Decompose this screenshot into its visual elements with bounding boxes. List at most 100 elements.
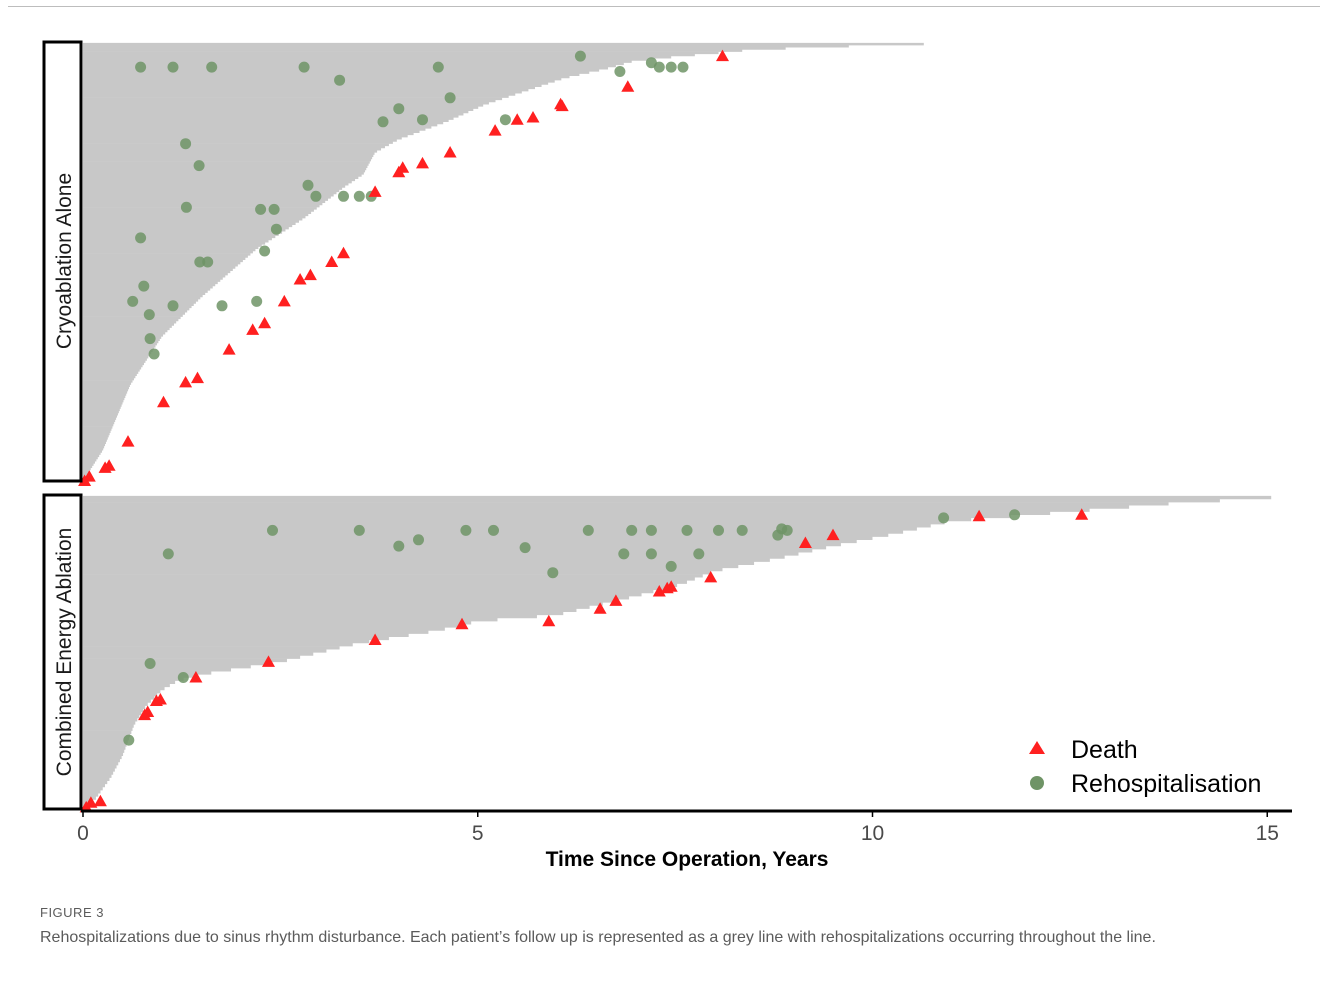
rehospitalisation-point <box>268 203 280 215</box>
death-point <box>222 343 236 355</box>
rehospitalisation-point <box>123 734 135 746</box>
rehospitalisation-point <box>167 300 179 312</box>
rehospitalisation-point <box>162 548 174 560</box>
rehospitalisation-point <box>334 74 346 86</box>
panel-0 <box>78 42 924 486</box>
rehospitalisation-point <box>377 116 389 128</box>
legend-death-marker <box>1029 741 1045 754</box>
death-point <box>716 49 729 62</box>
rehospitalisation-point <box>393 103 405 115</box>
rehospitalisation-point <box>202 256 214 268</box>
rehospitalisation-point <box>499 114 511 126</box>
rehospitalisation-point <box>298 61 310 73</box>
death-point <box>337 246 350 259</box>
rehospitalisation-point <box>614 66 626 77</box>
rehospitalisation-point <box>338 190 349 202</box>
strip-combined-label: Combined Energy Ablation <box>53 528 76 777</box>
death-point <box>1075 508 1089 520</box>
rehospitalisation-point <box>653 61 665 73</box>
rehospitalisation-point <box>488 524 499 536</box>
death-point <box>621 80 635 92</box>
rehospitalisation-point <box>681 524 693 536</box>
x-axis-ticks: 0 5 10 15 <box>77 811 1279 845</box>
rehospitalisation-point <box>167 61 179 73</box>
death-point <box>652 585 666 597</box>
death-point <box>555 99 569 112</box>
rehospitalisation-point <box>582 524 594 536</box>
death-point <box>488 124 502 136</box>
rehospitalisation-point <box>353 190 365 202</box>
rehospitalisation-point <box>216 300 228 312</box>
rehospitalisation-point <box>144 333 156 345</box>
death-point <box>664 580 678 592</box>
death-point <box>191 371 204 384</box>
death-point <box>704 570 718 583</box>
rehospitalisation-point <box>693 548 705 560</box>
rehospitalisation-point <box>177 672 189 683</box>
strip-combined: Combined Energy Ablation <box>42 493 83 811</box>
rehospitalisation-point <box>267 524 278 536</box>
x-tick-label: 10 <box>861 822 884 845</box>
death-point <box>455 617 469 630</box>
rehospitalisation-point <box>665 560 677 572</box>
rehospitalisation-points-0 <box>127 50 689 360</box>
death-points-0 <box>78 49 729 486</box>
rehospitalisation-point <box>193 160 205 172</box>
death-point <box>972 509 986 522</box>
rehospitalisation-point <box>677 61 689 73</box>
x-axis: 0 5 10 15 Time Since Operation, Years <box>77 809 1292 871</box>
rehospitalisation-point <box>938 512 950 524</box>
rehospitalisation-point <box>302 179 314 191</box>
death-point <box>396 161 410 173</box>
x-axis-title: Time Since Operation, Years <box>546 848 829 871</box>
rehospitalisation-point <box>148 348 160 360</box>
survival-rehospitalisation-chart: Cryoablation Alone Combined Energy Ablat… <box>42 40 1292 871</box>
rehospitalisation-point <box>665 61 677 73</box>
rehospitalisation-point <box>143 309 155 321</box>
death-point <box>93 794 107 807</box>
death-point <box>826 528 840 541</box>
death-point <box>121 435 135 447</box>
death-point <box>526 111 540 123</box>
legend-death-label: Death <box>1071 736 1138 764</box>
panel-1 <box>79 495 1272 813</box>
x-tick-label: 15 <box>1256 822 1279 845</box>
death-point <box>416 156 429 169</box>
rehospitalisation-point <box>310 190 322 202</box>
death-point <box>303 268 317 281</box>
rehospitalisation-point <box>460 524 472 536</box>
figure-label: FIGURE 3 <box>40 905 104 920</box>
death-point <box>368 633 382 645</box>
rehospitalisation-point <box>353 524 365 536</box>
death-point <box>102 459 116 471</box>
death-point <box>609 594 623 606</box>
rehospitalisation-point <box>1009 509 1021 521</box>
rehospitalisation-point <box>413 534 424 546</box>
death-point <box>262 655 275 667</box>
death-point <box>153 693 167 705</box>
death-point <box>179 375 193 388</box>
legend: Death Rehospitalisation <box>1029 736 1261 798</box>
rehospitalisation-point <box>417 114 428 126</box>
death-point <box>258 316 272 329</box>
legend-rehospitalisation-marker <box>1030 776 1044 790</box>
rehospitalisation-point <box>194 256 206 268</box>
rehospitalisation-point <box>713 524 724 536</box>
death-point <box>189 671 203 683</box>
rehospitalisation-point <box>736 524 748 536</box>
death-point <box>798 536 812 548</box>
rehospitalisation-point <box>393 540 405 552</box>
top-rule <box>8 6 1320 7</box>
rehospitalisation-point <box>781 524 793 536</box>
rehospitalisation-point <box>444 92 456 104</box>
rehospitalisation-point <box>135 61 147 73</box>
rehospitalisation-point <box>574 50 586 62</box>
rehospitalisation-point <box>180 201 192 213</box>
rehospitalisation-point <box>270 223 282 235</box>
death-point <box>325 255 339 267</box>
figure-caption: Rehospitalizations due to sinus rhythm d… <box>40 929 1156 946</box>
panels-layer <box>78 42 1272 813</box>
rehospitalisation-point <box>135 232 147 244</box>
strip-cryoablation-label: Cryoablation Alone <box>53 173 76 349</box>
rehospitalisation-point <box>547 567 559 579</box>
